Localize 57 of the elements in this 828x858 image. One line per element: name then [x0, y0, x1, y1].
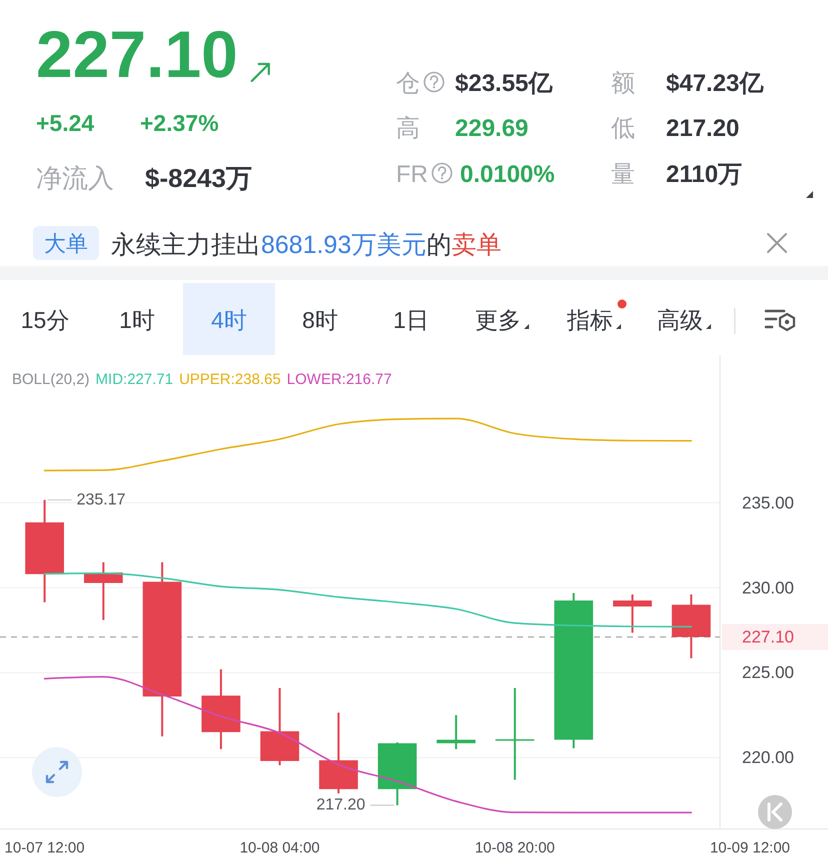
text: 8时 — [302, 307, 338, 333]
text: 更多 — [475, 307, 521, 333]
text: MID:227.71 — [96, 371, 174, 388]
text: 仓 — [396, 70, 420, 97]
text: 量 — [611, 161, 635, 188]
text: +5.24 — [36, 110, 94, 136]
line-series — [44, 676, 692, 814]
y-tick-label: 235.00 — [742, 493, 794, 512]
text: 15分 — [20, 307, 70, 333]
text: 8681.93万美元 — [261, 231, 426, 259]
line-series — [44, 418, 692, 472]
text: 227.10 — [36, 17, 238, 91]
candlestick — [495, 688, 534, 780]
text: LOWER:216.77 — [286, 371, 392, 388]
text: $47.23亿 — [666, 70, 764, 97]
annotation: 217.20 — [316, 796, 366, 814]
text: FR — [396, 161, 428, 188]
text: +2.37% — [140, 110, 219, 136]
text: 2110万 — [666, 161, 742, 188]
text: 1时 — [119, 307, 155, 333]
text: 1日 — [393, 307, 429, 333]
y-tick-label: 225.00 — [742, 663, 794, 682]
candlestick — [142, 562, 182, 736]
y-tick-label: 230.00 — [742, 578, 794, 598]
candlestick — [260, 688, 300, 766]
y-tick-label: 220.00 — [742, 748, 794, 768]
candlestick — [202, 669, 240, 750]
text: 永续主力挂出 — [111, 231, 261, 259]
candlestick — [436, 715, 476, 750]
candlestick — [613, 594, 652, 633]
candlestick — [319, 712, 358, 794]
candlestick — [672, 594, 711, 658]
annotation: 235.17 — [76, 491, 126, 508]
x-tick-label: 10-09 12:00 — [710, 840, 790, 856]
text: 0.0100% — [460, 161, 555, 188]
text: 额 — [611, 70, 635, 97]
x-tick-label: 10-07 12:00 — [4, 840, 85, 856]
text: 4时 — [211, 307, 247, 333]
text: UPPER:238.65 — [179, 371, 281, 388]
text: 的 — [426, 231, 452, 259]
candlestick — [554, 593, 594, 748]
text: 大单 — [44, 231, 88, 256]
text: 低 — [611, 115, 635, 142]
text: $23.55亿 — [455, 70, 554, 97]
text: 高级 — [657, 307, 703, 333]
text: 高 — [396, 115, 420, 142]
legend-title: BOLL(20,2) — [12, 371, 90, 388]
x-tick-label: 10-08 04:00 — [240, 840, 320, 856]
text: $-8243万 — [145, 163, 252, 193]
text: 229.69 — [455, 115, 528, 142]
x-tick-label: 10-08 20:00 — [474, 840, 555, 856]
ref-line-label: 227.10 — [742, 628, 794, 647]
text: 卖单 — [451, 231, 502, 259]
text: 指标 — [566, 307, 613, 333]
text: 217.20 — [666, 115, 740, 142]
text: 净流入 — [36, 163, 114, 193]
line-series — [44, 572, 692, 628]
